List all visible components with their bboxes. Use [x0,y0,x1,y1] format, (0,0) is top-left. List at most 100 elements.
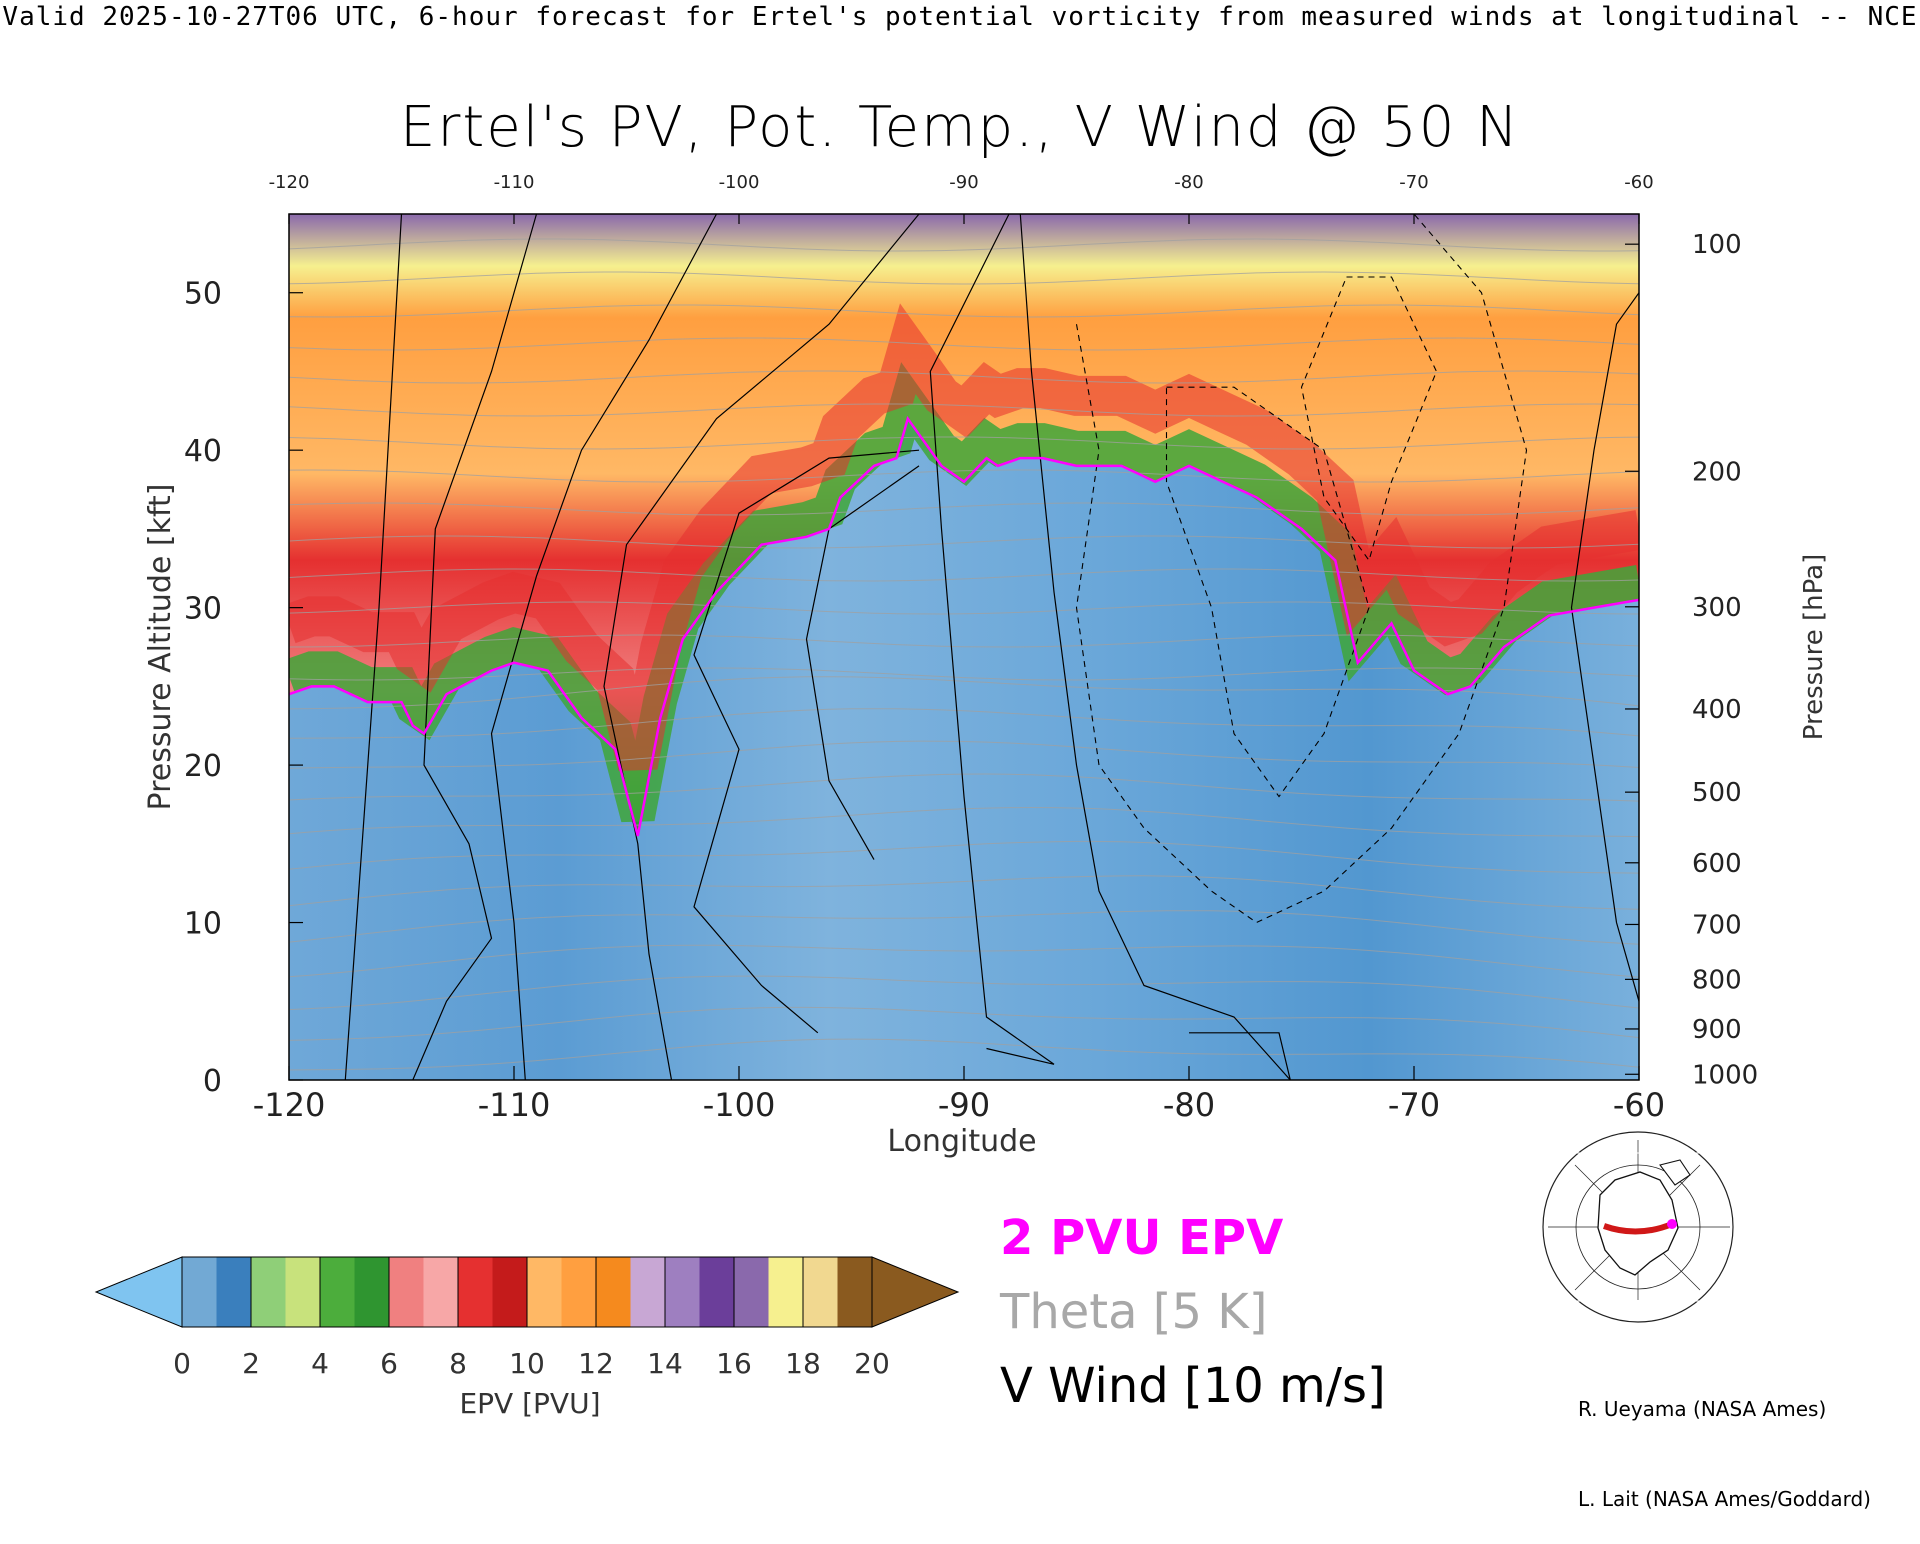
colorbar-tick-label: 4 [311,1347,329,1380]
y-tick-label: 20 [184,749,222,784]
left-y-axis-label: Pressure Altitude [kft] [143,484,178,811]
colorbar-swatch [561,1257,596,1327]
x-tick-label: -100 [703,1086,776,1124]
top-tick-label: -90 [949,172,978,193]
colorbar-tick-label: 18 [785,1347,821,1380]
globe-locator-icon [1539,1131,1737,1323]
theta-contour [289,975,1639,1011]
epv-colorbar: 0 2 4 6 8 10 12 14 16 18 20 [94,1256,960,1380]
theta-contour [289,502,1639,516]
pressure-tick-label: 400 [1692,695,1742,725]
theta-contour [289,370,1639,384]
theta-contour [289,271,1639,285]
colorbar-swatch [699,1257,734,1327]
right-y-axis-label: Pressure [hPa] [1799,554,1829,741]
x-tick-label: -80 [1163,1086,1215,1124]
theta-contour [289,238,1639,252]
theta-contour [289,806,1639,838]
theta-contours [289,238,1639,1071]
pressure-tick-label: 300 [1692,593,1742,623]
v-wind-contours [344,214,1639,1080]
colorbar-swatch [803,1257,838,1327]
pressure-tick-label: 700 [1692,910,1742,940]
v-wind-contour-solid [1019,214,1291,1080]
colorbar-tick-label: 14 [647,1347,683,1380]
top-tick-label: -110 [494,172,535,193]
colorbar-swatch [527,1257,562,1327]
colorbar-swatch [734,1257,769,1327]
colorbar-swatch [251,1257,286,1327]
top-tick-label: -100 [719,172,760,193]
x-tick-label: -60 [1613,1086,1665,1124]
colorbar-tick-label: 10 [509,1347,545,1380]
colorbar-tick-label: 8 [449,1347,467,1380]
theta-contour [289,403,1639,417]
colorbar-swatch [458,1257,493,1327]
theta-contour [289,337,1639,351]
legend-epv: 2 PVU EPV [1000,1210,1284,1266]
forecast-banner: Valid 2025-10-27T06 UTC, 6-hour forecast… [2,2,1918,32]
x-axis-ticks: -120 -110 -100 -90 -80 -70 -60 [253,1066,1665,1124]
y-tick-label: 40 [184,434,222,469]
pressure-tick-label: 600 [1692,849,1742,879]
pressure-tick-label: 100 [1692,230,1742,260]
chart-title: Ertel's PV, Pot. Temp., V Wind @ 50 N [399,95,1521,160]
colorbar-swatch [182,1257,217,1327]
top-tick-label: -60 [1624,172,1653,193]
colorbar-swatch [837,1257,872,1327]
theta-contour [289,708,1639,739]
colorbar-tick-label: 16 [716,1347,752,1380]
theta-contour [289,944,1639,978]
pressure-tick-label: 1000 [1692,1060,1758,1090]
pressure-tick-label: 500 [1692,778,1742,808]
y-tick-label: 30 [184,592,222,627]
colorbar-swatch [216,1257,251,1327]
colorbar-swatch [285,1257,320,1327]
theta-contour [289,740,1639,769]
right-axis-ticks: 1000 900 800 700 600 500 400 300 200 100 [1625,230,1758,1090]
colorbar-tick-label: 0 [173,1347,191,1380]
x-tick-label: -70 [1388,1086,1440,1124]
theta-contour [289,568,1639,582]
v-wind-contour-solid [412,214,538,1080]
legend-theta: Theta [5 K] [1000,1284,1268,1340]
top-tick-label: -70 [1399,172,1428,193]
colorbar-swatch [320,1257,355,1327]
colorbar-swatch [389,1257,424,1327]
theta-contour [289,773,1639,802]
v-wind-contour-solid [693,449,920,1034]
colorbar-tick-label: 12 [578,1347,614,1380]
y-tick-label: 50 [184,277,222,312]
theta-contour [289,469,1639,483]
colorbar-swatch [354,1257,389,1327]
top-tick-label: -80 [1174,172,1203,193]
plot-area [289,214,1639,1080]
y-tick-label: 0 [203,1064,222,1099]
v-wind-contour-solid [805,465,920,860]
left-axis-ticks: 0 10 20 30 40 50 [184,277,303,1099]
colorbar-swatch [492,1257,527,1327]
theta-contour [289,676,1639,710]
colorbar-label: EPV [PVU] [459,1387,600,1420]
x-tick-label: -90 [938,1086,990,1124]
theta-contour [289,875,1639,910]
v-wind-contour-solid [1570,292,1639,1002]
theta-contour [289,1006,1639,1041]
v-wind-contour-dashed [1165,386,1370,798]
v-wind-contour-solid [929,214,1055,1065]
theta-contour [289,601,1639,615]
colorbar-swatch [768,1257,803,1327]
theta-contour [289,535,1639,549]
y-tick-label: 10 [184,907,222,942]
colorbar-swatch [596,1257,631,1327]
colorbar-tick-label: 2 [242,1347,260,1380]
colorbar-low-arrow [94,1256,183,1328]
two-pvu-line [289,415,1639,837]
colorbar-swatch [665,1257,700,1327]
credit-line-1: R. Ueyama (NASA Ames) [1578,1397,1827,1421]
v-wind-contour-solid [344,214,403,1080]
top-tick-label: -120 [269,172,310,193]
v-wind-contour-dashed [1075,214,1528,924]
theta-contour [289,1038,1639,1071]
colorbar-swatch [630,1257,665,1327]
